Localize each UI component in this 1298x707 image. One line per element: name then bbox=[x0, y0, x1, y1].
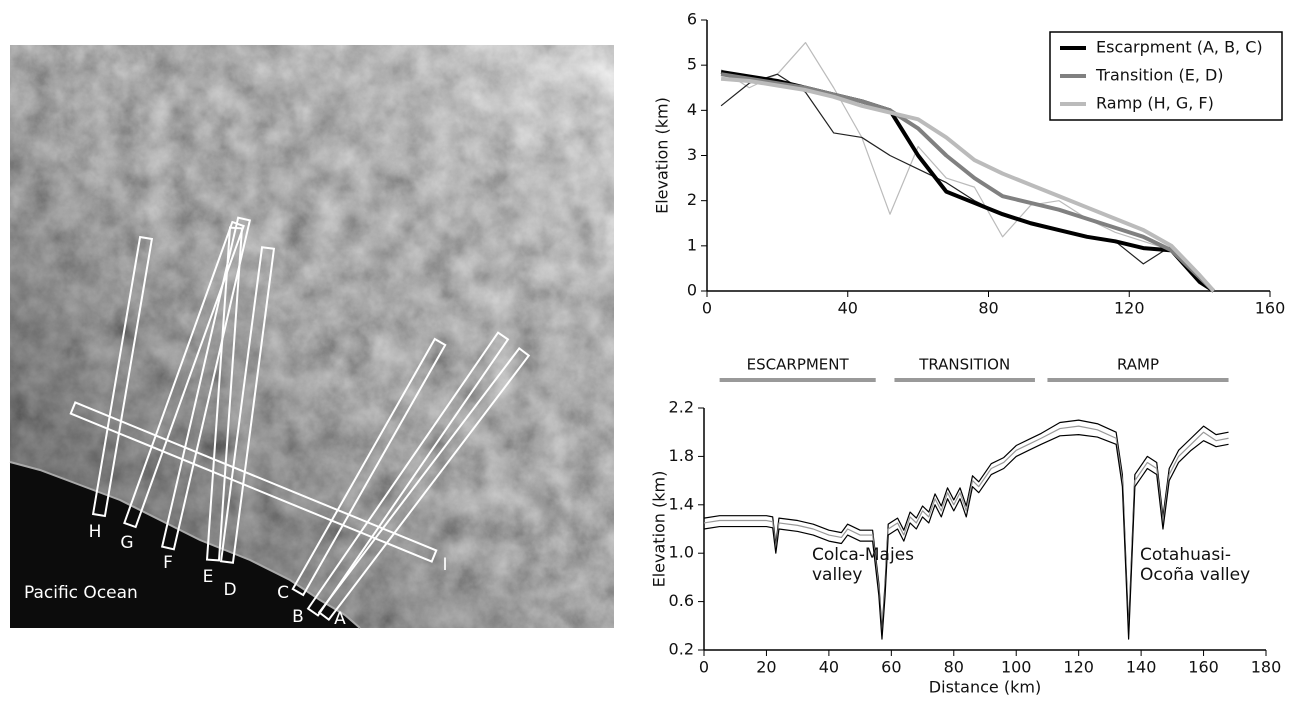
x-tick-label: 80 bbox=[944, 658, 964, 677]
transect bbox=[69, 401, 438, 563]
x-tick-label: 100 bbox=[1001, 658, 1032, 677]
x-tick-label: 120 bbox=[1114, 299, 1145, 318]
transect-label: B bbox=[292, 607, 304, 627]
x-tick-label: 160 bbox=[1188, 658, 1219, 677]
transect-label: D bbox=[223, 580, 236, 600]
annotation: Colca-Majes bbox=[812, 545, 914, 565]
transect bbox=[205, 226, 244, 562]
zone-label: ESCARPMENT bbox=[747, 356, 850, 374]
y-tick-label: 2.2 bbox=[669, 398, 694, 417]
x-tick-label: 180 bbox=[1251, 658, 1282, 677]
y-tick-label: 4 bbox=[687, 100, 697, 119]
ocean-label: Pacific Ocean bbox=[24, 583, 138, 603]
y-tick-label: 1.0 bbox=[669, 543, 694, 562]
transect bbox=[123, 220, 245, 529]
legend-label: Ramp (H, G, F) bbox=[1096, 94, 1214, 113]
x-tick-label: 80 bbox=[978, 299, 998, 318]
mean-profile bbox=[720, 72, 1216, 293]
ocean bbox=[10, 462, 360, 628]
profile bbox=[720, 73, 1215, 292]
transect bbox=[219, 246, 276, 564]
legend-label: Transition (E, D) bbox=[1095, 66, 1224, 85]
transect bbox=[317, 346, 531, 622]
y-tick-label: 3 bbox=[687, 145, 697, 164]
y-tick-label: 1.8 bbox=[669, 446, 694, 465]
transect-label: G bbox=[120, 533, 133, 553]
x-tick-label: 20 bbox=[756, 658, 776, 677]
x-tick-label: 60 bbox=[881, 658, 901, 677]
y-tick-label: 0.6 bbox=[669, 591, 694, 610]
coastline bbox=[9, 461, 361, 629]
x-tick-label: 40 bbox=[819, 658, 839, 677]
y-axis-label: Elevation (km) bbox=[653, 97, 672, 214]
annotation: Cotahuasi- bbox=[1140, 545, 1231, 565]
x-tick-label: 140 bbox=[1126, 658, 1157, 677]
legend-label: Escarpment (A, B, C) bbox=[1096, 38, 1263, 57]
y-tick-label: 6 bbox=[687, 10, 697, 29]
transect bbox=[306, 331, 510, 617]
y-tick-label: 0.2 bbox=[669, 640, 694, 659]
profile bbox=[703, 425, 1229, 637]
y-axis-label: Elevation (km) bbox=[650, 471, 669, 588]
x-tick-label: 40 bbox=[838, 299, 858, 318]
transect bbox=[160, 216, 252, 551]
zone-label: TRANSITION bbox=[918, 356, 1010, 374]
transect-label: I bbox=[442, 555, 447, 575]
profile bbox=[703, 434, 1229, 640]
x-tick-label: 0 bbox=[699, 658, 709, 677]
y-tick-label: 2 bbox=[687, 190, 697, 209]
y-tick-label: 1 bbox=[687, 235, 697, 254]
zone-label: RAMP bbox=[1117, 356, 1159, 374]
transect-label: C bbox=[277, 583, 289, 603]
transect-label: A bbox=[334, 609, 346, 629]
x-axis-label: Distance (km) bbox=[929, 678, 1041, 697]
annotation: valley bbox=[812, 565, 862, 585]
legend-box bbox=[1049, 31, 1283, 121]
transect-label: F bbox=[163, 553, 173, 573]
annotation: Ocoña valley bbox=[1140, 565, 1250, 585]
transect-label: H bbox=[89, 522, 102, 542]
x-tick-label: 120 bbox=[1063, 658, 1094, 677]
transect bbox=[291, 337, 447, 597]
y-tick-label: 5 bbox=[687, 55, 697, 74]
profile bbox=[720, 41, 1215, 292]
y-tick-label: 1.4 bbox=[669, 494, 694, 513]
transect bbox=[91, 235, 154, 518]
profile bbox=[703, 419, 1229, 632]
transect-label: E bbox=[203, 567, 214, 587]
mean-profile bbox=[720, 76, 1216, 293]
map: H G F E D C B A I Pacific Ocean bbox=[9, 45, 614, 629]
y-tick-label: 0 bbox=[687, 281, 697, 300]
x-tick-label: 160 bbox=[1255, 299, 1286, 318]
x-tick-label: 0 bbox=[702, 299, 712, 318]
transects bbox=[69, 216, 531, 622]
